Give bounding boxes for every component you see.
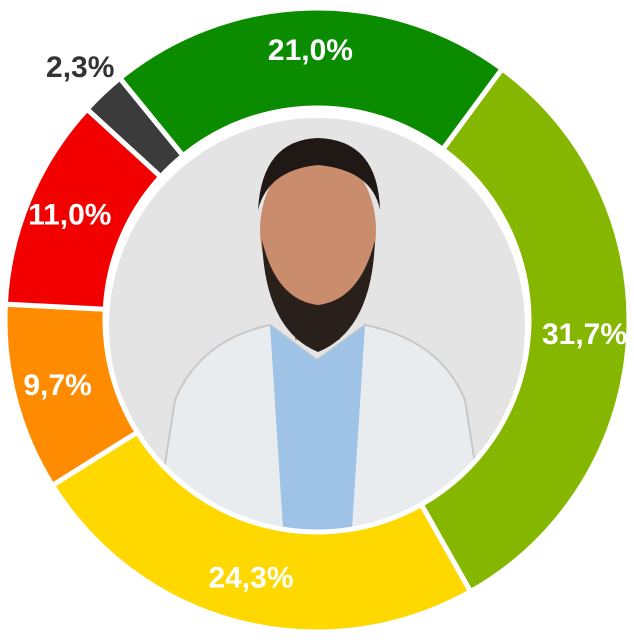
page: 21,0%31,7%24,3%9,7%11,0%2,3% (() => { co… <box>0 0 634 640</box>
slice-label: 11,0% <box>28 198 111 231</box>
slice-label: 2,3% <box>46 51 114 84</box>
chart: 21,0% 31,7% 24,3% 9,7% 11,0% 2,3% <box>0 0 634 640</box>
slice-label: 24,3% <box>208 562 293 595</box>
slice-label: 9,7% <box>23 369 91 402</box>
slice-label: 21,0% <box>268 34 353 67</box>
slice-label: 31,7% <box>542 318 627 351</box>
